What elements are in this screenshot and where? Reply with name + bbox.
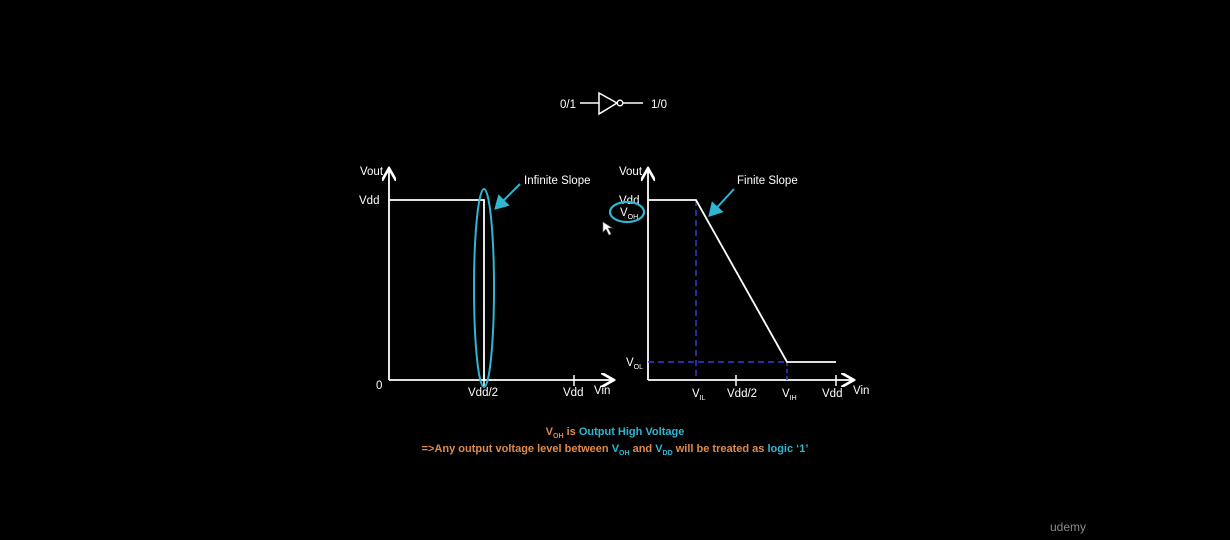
real-y-axis-label: Vout [619,166,643,178]
inverter-output-label: 1/0 [651,99,667,111]
ideal-vdd2-label: Vdd/2 [468,387,498,399]
ideal-vdd-label: Vdd [563,387,583,399]
infinite-slope-label: Infinite Slope [524,175,591,187]
infinite-slope-arrow [494,183,521,210]
vil-label: VIL [692,388,706,402]
vol-label: VOL [626,357,643,371]
ideal-y-axis-label: Vout [360,166,384,178]
real-vtc: Vout Vdd VOH VOL VIL Vdd/2 VIH Vdd Vin F… [608,166,869,402]
voh-highlight-ellipse [608,200,646,224]
udemy-watermark: udemy [1050,520,1087,534]
finite-slope-arrow [708,188,735,217]
vih-label: VIH [782,388,797,402]
ideal-origin-label: 0 [376,380,382,392]
inverter-input-label: 0/1 [560,99,576,111]
ideal-vtc: Vout Vdd 0 Vdd/2 Vdd Vin Infinite Slope [359,166,612,399]
real-vdd2-label: Vdd/2 [727,388,757,400]
real-curve [648,199,836,363]
inverter-bubble [616,99,624,107]
infinite-slope-ellipse [473,188,495,388]
ideal-curve [389,199,485,380]
inverter-triangle [598,91,619,116]
voh-label: VOH [620,207,638,221]
ideal-vdd-tick-label: Vdd [359,195,379,207]
real-vdd-label: Vdd [822,388,842,400]
inverter-symbol: 0/1 1/0 [560,91,667,116]
real-x-axis-label: Vin [853,385,869,397]
logic-one-note: =>Any output voltage level between VOH a… [421,443,809,458]
mouse-cursor-icon [602,221,613,236]
finite-slope-label: Finite Slope [737,175,798,187]
voh-definition-note: VOH is Output High Voltage [545,426,685,441]
ideal-x-axis-label: Vin [594,385,610,397]
